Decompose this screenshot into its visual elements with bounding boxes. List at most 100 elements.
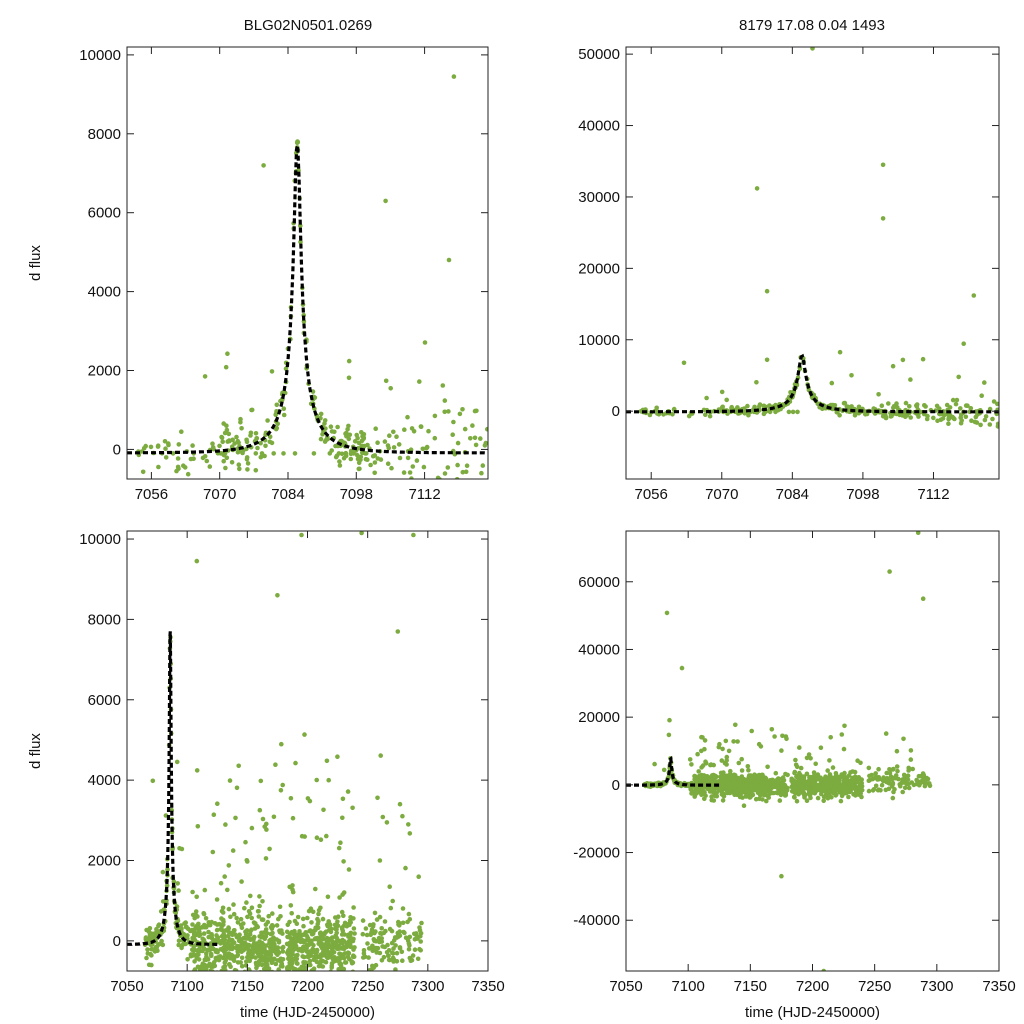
- data-point: [288, 972, 293, 977]
- data-point: [179, 429, 184, 435]
- data-point: [208, 951, 214, 957]
- data-point: [866, 778, 872, 783]
- data-point: [275, 421, 281, 427]
- data-point: [714, 793, 720, 799]
- x-tick-label: 7200: [796, 978, 829, 995]
- data-point: [826, 791, 831, 796]
- data-point: [214, 897, 220, 902]
- data-point: [145, 947, 150, 952]
- data-point: [700, 763, 706, 768]
- data-point: [347, 956, 352, 962]
- data-point: [397, 923, 402, 928]
- data-point: [234, 785, 240, 791]
- data-point: [192, 937, 198, 943]
- data-point: [298, 932, 303, 937]
- data-point: [216, 957, 222, 963]
- data-point: [689, 791, 694, 796]
- data-point: [273, 412, 279, 418]
- data-point: [377, 939, 382, 945]
- data-point: [334, 453, 340, 459]
- y-tick-label: -40000: [573, 912, 620, 929]
- data-point: [253, 955, 258, 960]
- data-point: [372, 460, 378, 465]
- data-point: [243, 839, 248, 845]
- data-point: [849, 373, 854, 378]
- data-point: [273, 762, 278, 767]
- data-point: [222, 952, 228, 958]
- data-point: [903, 400, 909, 406]
- data-point: [148, 444, 154, 450]
- data-point: [405, 414, 410, 420]
- data-point: [333, 977, 338, 982]
- data-point: [298, 239, 303, 245]
- data-point: [305, 796, 311, 801]
- data-point: [280, 949, 286, 954]
- data-point: [415, 956, 421, 962]
- data-point: [235, 438, 241, 444]
- data-point: [363, 926, 369, 931]
- data-point: [196, 925, 202, 930]
- data-point: [785, 772, 790, 778]
- data-point: [232, 441, 237, 446]
- data-point: [246, 951, 251, 956]
- data-point: [766, 793, 771, 798]
- y-tick-label: -20000: [573, 845, 620, 862]
- data-point: [914, 402, 920, 407]
- data-point: [290, 815, 296, 821]
- data-point: [383, 198, 388, 204]
- data-point: [310, 973, 315, 978]
- data-point: [400, 813, 405, 819]
- data-point: [953, 401, 959, 407]
- data-point: [711, 762, 716, 768]
- data-point: [739, 775, 745, 781]
- data-point: [214, 948, 220, 954]
- data-point: [890, 795, 896, 801]
- data-point: [958, 420, 964, 426]
- data-point: [720, 746, 725, 752]
- data-point: [301, 932, 307, 937]
- data-point: [406, 822, 411, 827]
- data-point: [235, 970, 237, 971]
- data-point: [231, 902, 236, 907]
- data-point: [281, 412, 287, 418]
- data-point: [375, 795, 380, 801]
- data-point: [247, 972, 252, 977]
- data-point: [745, 778, 751, 783]
- data-point: [379, 926, 385, 931]
- data-point: [287, 945, 293, 950]
- data-point: [293, 968, 298, 971]
- data-point: [326, 777, 332, 783]
- data-point: [281, 451, 286, 456]
- data-point: [805, 786, 811, 792]
- data-point: [265, 919, 271, 925]
- data-point: [383, 378, 389, 384]
- data-point: [301, 923, 306, 929]
- data-point: [927, 781, 932, 786]
- data-point: [337, 895, 342, 900]
- data-point: [363, 456, 369, 462]
- data-point: [343, 450, 349, 456]
- data-point: [170, 846, 175, 852]
- data-point: [761, 411, 767, 417]
- data-point: [206, 929, 211, 935]
- data-point: [390, 951, 396, 956]
- data-point: [408, 958, 414, 964]
- data-point: [334, 930, 340, 936]
- data-point: [211, 812, 217, 817]
- y-tick-label: 20000: [578, 260, 620, 277]
- data-point: [338, 953, 344, 958]
- data-point: [315, 916, 320, 922]
- data-point: [249, 825, 255, 831]
- data-point: [267, 434, 273, 440]
- data-point: [258, 454, 264, 460]
- data-point: [365, 941, 370, 946]
- data-point: [323, 945, 328, 951]
- data-point: [227, 955, 233, 961]
- data-point: [235, 920, 241, 925]
- data-point: [750, 787, 756, 792]
- data-point: [837, 349, 843, 355]
- data-point: [325, 923, 331, 929]
- panel-top-left: 7056 7070 7084 7098 7112 0 2000 4000 6000 8000 100…: [27, 17, 489, 503]
- data-point: [973, 414, 979, 420]
- data-point: [304, 945, 310, 951]
